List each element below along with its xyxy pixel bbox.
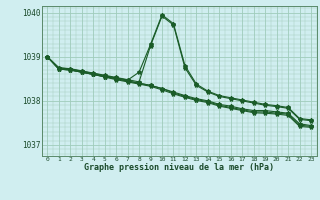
X-axis label: Graphe pression niveau de la mer (hPa): Graphe pression niveau de la mer (hPa) <box>84 163 274 172</box>
